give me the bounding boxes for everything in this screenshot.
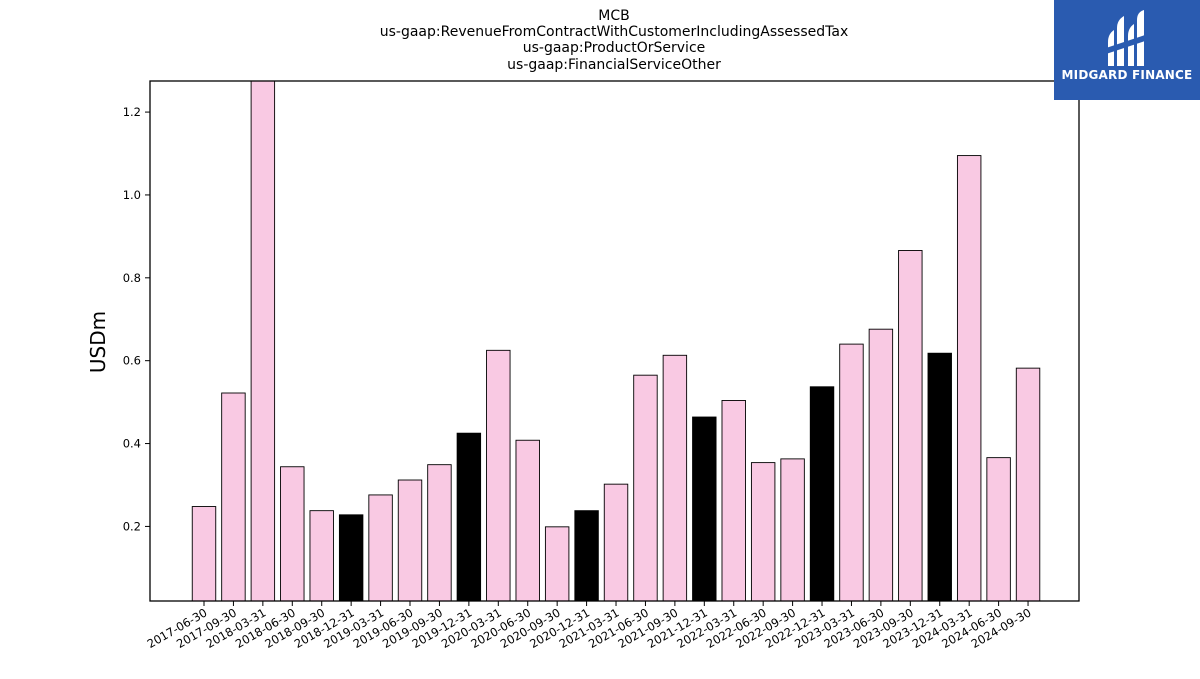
- bar-2021-06-30: [633, 374, 658, 602]
- bar-2022-03-31: [721, 400, 746, 602]
- bar-2024-03-31: [956, 155, 982, 602]
- bar-2020-06-30: [515, 439, 540, 602]
- brand-name: MIDGARD FINANCE: [1061, 68, 1193, 82]
- bars: [191, 80, 1041, 602]
- bar-2020-12-31: [574, 510, 599, 602]
- y-tick-label: 0.6: [123, 354, 141, 368]
- bar-2024-09-30: [1015, 367, 1041, 602]
- brand-logo: MIDGARD FINANCE: [1054, 0, 1200, 100]
- bar-2019-06-30: [397, 479, 423, 602]
- chart-title-line-3: us-gaap:ProductOrService: [523, 40, 706, 56]
- bar-2023-03-31: [839, 343, 864, 602]
- bar-2017-06-30: [191, 506, 217, 602]
- bar-2018-09-30: [309, 510, 334, 602]
- bar-2020-03-31: [486, 349, 511, 602]
- bar-2021-09-30: [662, 354, 688, 602]
- chart-title-line-4: us-gaap:FinancialServiceOther: [507, 57, 721, 73]
- y-axis-label: USDm: [86, 311, 110, 373]
- bar-2023-09-30: [898, 250, 923, 602]
- x-axis-ticks: 2017-06-302017-09-302018-03-312018-06-30…: [145, 601, 1034, 651]
- y-tick-label: 1.2: [123, 105, 141, 119]
- chart-title: MCB us-gaap:RevenueFromContractWithCusto…: [380, 8, 849, 73]
- y-axis-ticks: 0.2 0.4 0.6 0.8 1.0 1.2: [123, 105, 150, 533]
- bar-2023-06-30: [868, 328, 894, 602]
- bar-2022-12-31: [809, 386, 835, 602]
- bar-2021-12-31: [692, 416, 717, 602]
- plot-frame: [149, 80, 1080, 602]
- bar-2023-12-31: [927, 352, 952, 602]
- bar-2020-09-30: [544, 526, 570, 602]
- bar-2017-09-30: [221, 392, 246, 602]
- bar-2022-06-30: [750, 462, 776, 602]
- bar-2024-06-30: [986, 457, 1011, 602]
- bar-2021-03-31: [603, 483, 629, 602]
- bar-2019-03-31: [368, 494, 393, 602]
- y-tick-label: 0.8: [123, 271, 141, 285]
- y-tick-label: 1.0: [123, 188, 141, 202]
- chart-title-line-2: us-gaap:RevenueFromContractWithCustomerI…: [380, 24, 849, 40]
- y-tick-label: 0.4: [123, 437, 141, 451]
- bar-2019-09-30: [427, 464, 452, 602]
- y-tick-label: 0.2: [123, 519, 141, 533]
- bar-2018-06-30: [280, 466, 305, 602]
- bar-2018-12-31: [338, 514, 364, 602]
- bar-2022-09-30: [780, 458, 805, 602]
- bar-2018-03-31: [250, 80, 276, 602]
- midgard-finance-logo-icon: [1106, 10, 1148, 66]
- bar-2019-12-31: [456, 432, 482, 602]
- chart-title-line-1: MCB: [598, 8, 629, 24]
